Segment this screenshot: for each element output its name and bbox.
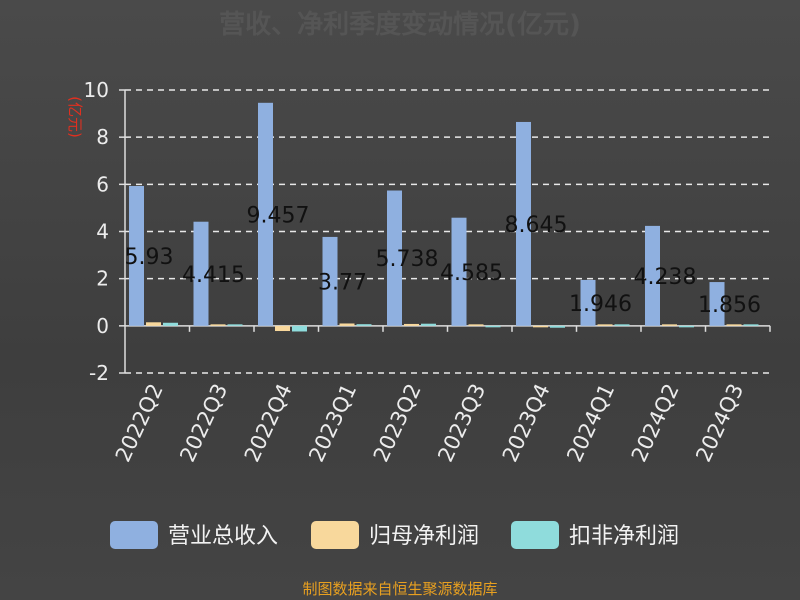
bar-2 — [275, 325, 290, 332]
bar-1 — [258, 102, 273, 326]
legend-swatch — [110, 521, 158, 549]
x-tick-label: 2023Q1 — [304, 380, 361, 466]
bar-1 — [709, 282, 725, 326]
bar-3 — [292, 325, 307, 332]
legend-swatch — [511, 521, 559, 549]
legend-label: 扣非净利润 — [569, 524, 679, 549]
bar-2 — [404, 323, 419, 326]
grid-lines — [125, 89, 770, 374]
x-tick-label: 2023Q4 — [498, 380, 555, 466]
bar-2 — [533, 325, 548, 328]
x-tick-label: 2022Q4 — [240, 380, 297, 466]
bar-3 — [550, 325, 565, 328]
bar-1 — [129, 185, 144, 326]
bar-3 — [163, 322, 178, 326]
bar-1 — [193, 221, 209, 326]
bar-3 — [227, 324, 243, 326]
bar-1 — [645, 225, 660, 326]
y-tick-label: 0 — [96, 314, 109, 338]
legend-swatch — [311, 521, 359, 549]
bar-2 — [726, 324, 742, 326]
data-label: 1.856 — [698, 293, 761, 318]
bar-1 — [580, 279, 596, 326]
x-tick-label: 2024Q3 — [691, 380, 748, 466]
legend-label: 营业总收入 — [168, 524, 278, 549]
bar-2 — [597, 324, 613, 326]
bar-2 — [468, 324, 484, 326]
y-tick-label: -2 — [89, 361, 109, 385]
bar-1 — [387, 190, 402, 326]
bar-1 — [322, 236, 338, 326]
y-tick-label: 6 — [96, 172, 109, 196]
y-axis-ticks: -2 0 2 4 6 8 10 — [84, 78, 125, 385]
x-tick-label: 2024Q1 — [562, 380, 619, 466]
bar-3 — [421, 323, 436, 326]
y-tick-label: 10 — [84, 78, 109, 102]
y-tick-label: 8 — [96, 125, 109, 149]
bar-3 — [485, 325, 501, 328]
y-tick-label: 2 — [96, 267, 109, 291]
y-tick-label: 4 — [96, 220, 109, 244]
x-tick-label: 2024Q2 — [627, 380, 684, 466]
bar-2 — [146, 322, 161, 326]
bar-1 — [451, 217, 467, 326]
x-axis-ticks: 2022Q2 2022Q3 2022Q4 2023Q1 2023Q2 2023Q3 2023… — [111, 325, 771, 466]
bar-2 — [662, 324, 677, 326]
bar-2 — [210, 324, 226, 326]
data-label: 4.585 — [440, 261, 503, 286]
data-label: 5.93 — [125, 245, 174, 270]
data-label: 3.77 — [318, 270, 367, 295]
source-note: 制图数据来自恒生聚源数据库 — [302, 580, 497, 598]
legend: 营业总收入 归母净利润 扣非净利润 — [110, 521, 679, 549]
bar-2 — [339, 323, 355, 326]
x-tick-label: 2022Q2 — [111, 380, 168, 466]
x-tick-label: 2023Q3 — [433, 380, 490, 466]
bars — [129, 102, 759, 332]
data-label: 4.415 — [182, 263, 245, 288]
data-label: 4.238 — [634, 265, 697, 290]
data-label: 9.457 — [247, 203, 310, 228]
x-tick-label: 2023Q2 — [369, 380, 426, 466]
bar-3 — [614, 324, 630, 326]
y-axis-unit-label: (亿元) — [66, 96, 84, 138]
data-label: 1.946 — [569, 292, 632, 317]
bar-1 — [516, 121, 531, 326]
legend-label: 归母净利润 — [369, 524, 479, 549]
data-label: 8.645 — [505, 213, 568, 238]
data-label: 5.738 — [376, 247, 439, 272]
bar-3 — [356, 324, 372, 326]
bar-3 — [743, 324, 759, 326]
bar-3 — [679, 325, 694, 328]
x-tick-label: 2022Q3 — [175, 380, 232, 466]
chart-title: 营收、净利季度变动情况(亿元) — [219, 9, 581, 40]
